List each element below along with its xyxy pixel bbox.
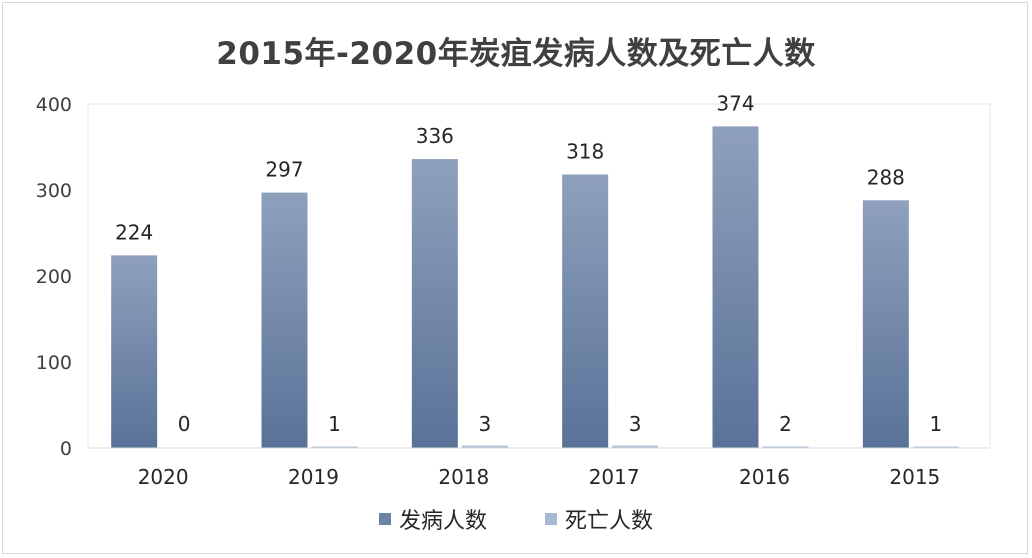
data-label-cases-2019: 297 xyxy=(265,158,303,182)
y-tick-label: 200 xyxy=(36,266,72,288)
data-label-cases-2016: 374 xyxy=(716,91,754,115)
bar-cases-2015 xyxy=(862,200,909,448)
x-tick-label: 2019 xyxy=(288,465,339,489)
data-label-deaths-2016: 2 xyxy=(779,412,792,436)
chart-title: 2015年-2020年炭疽发病人数及死亡人数 xyxy=(216,36,816,72)
bar-deaths-2018 xyxy=(461,445,508,448)
legend-label-cases: 发病人数 xyxy=(398,509,487,534)
data-label-cases-2018: 336 xyxy=(416,124,454,148)
legend-item-deaths: 死亡人数 xyxy=(545,503,653,535)
x-tick-label: 2017 xyxy=(589,465,640,489)
data-label-deaths-2018: 3 xyxy=(478,412,491,436)
bar-cases-2016 xyxy=(712,126,759,449)
data-label-deaths-2020: 0 xyxy=(178,412,191,436)
bars-group: 224 0 297 1 336 3 318 3 374 2 288 1 xyxy=(88,91,990,449)
legend-item-cases: 发病人数 xyxy=(378,503,487,535)
bar-deaths-2019 xyxy=(311,446,358,448)
bar-deaths-2017 xyxy=(612,445,659,448)
legend-label-deaths: 死亡人数 xyxy=(565,509,654,534)
data-label-deaths-2019: 1 xyxy=(328,412,341,436)
legend: 发病人数 死亡人数 xyxy=(0,503,1032,535)
x-tick-label: 2016 xyxy=(739,465,790,489)
bar-cases-2018 xyxy=(411,159,458,449)
bar-deaths-2016 xyxy=(762,446,809,448)
legend-swatch-cases xyxy=(378,513,391,525)
x-tick-label: 2020 xyxy=(138,465,189,489)
y-tick-label: 400 xyxy=(36,94,72,116)
data-label-deaths-2017: 3 xyxy=(629,412,642,436)
bar-cases-2017 xyxy=(562,174,609,448)
y-tick-label: 100 xyxy=(36,352,72,374)
data-label-cases-2015: 288 xyxy=(867,165,905,189)
x-tick-label: 2018 xyxy=(438,465,489,489)
data-label-deaths-2015: 1 xyxy=(929,412,942,436)
bar-cases-2019 xyxy=(261,192,308,448)
plot-area xyxy=(87,103,991,449)
data-label-cases-2017: 318 xyxy=(566,140,604,164)
bar-cases-2020 xyxy=(111,255,158,448)
x-tick-label: 2015 xyxy=(889,465,940,489)
y-axis: 0 100 200 300 400 xyxy=(36,94,72,460)
y-tick-label: 0 xyxy=(60,438,72,460)
y-tick-label: 300 xyxy=(36,180,72,202)
bar-deaths-2015 xyxy=(912,446,959,448)
x-axis: 2020 2019 2018 2017 2016 2015 xyxy=(138,465,941,489)
data-label-cases-2020: 224 xyxy=(115,220,153,244)
legend-swatch-deaths xyxy=(545,513,557,525)
